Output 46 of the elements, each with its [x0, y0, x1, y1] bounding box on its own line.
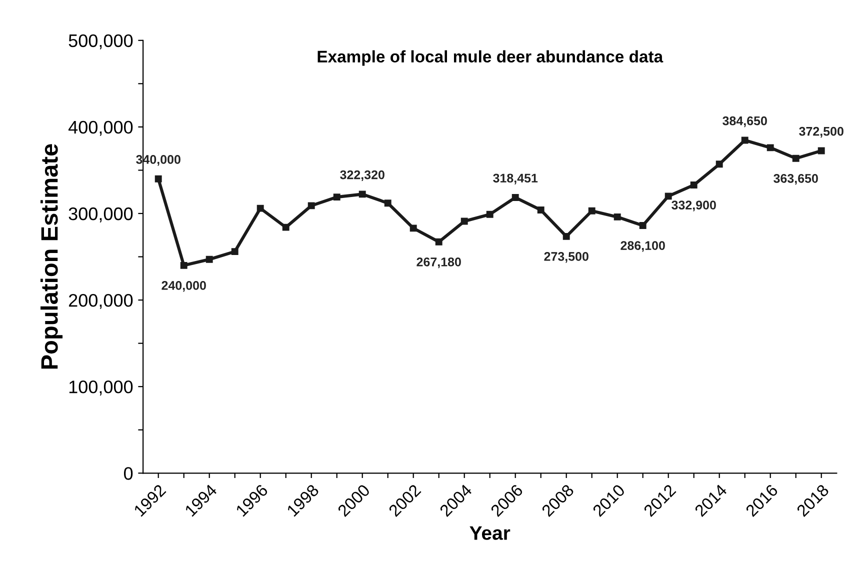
point [256, 204, 264, 212]
data-label: 273,500 [544, 252, 588, 263]
data-label: 267,180 [416, 258, 461, 268]
data-label: 372,500 [799, 126, 844, 138]
text: Example of local mule deer abundance data [318, 50, 664, 66]
point [562, 232, 570, 240]
point [664, 192, 672, 200]
point [206, 256, 213, 263]
point [308, 202, 315, 210]
point [231, 248, 238, 256]
point [410, 224, 417, 232]
y-tick-label: 0 [124, 467, 133, 480]
data-label: 286,100 [620, 241, 665, 252]
point [486, 210, 494, 218]
data-label: 384,650 [722, 116, 767, 128]
y-tick-label: 400,000 [68, 120, 133, 136]
point [435, 238, 442, 246]
point [537, 206, 544, 214]
data-label: 332,900 [672, 200, 716, 212]
point [766, 144, 774, 152]
point [154, 175, 162, 182]
y-tick-label: 100,000 [69, 380, 133, 396]
data-label: 322,320 [340, 170, 384, 182]
y-tick-label: 500,000 [68, 34, 133, 50]
point [716, 160, 723, 168]
data-label: 363,650 [774, 174, 818, 185]
point [460, 218, 468, 225]
point [358, 190, 366, 198]
point [639, 222, 646, 229]
point [614, 213, 621, 220]
point [588, 207, 596, 214]
point [180, 262, 188, 269]
y-axis-title: Population Estimate [40, 144, 63, 369]
data-label: 240,000 [162, 281, 206, 292]
data-label: 318,451 [493, 174, 538, 184]
point [741, 136, 748, 144]
point [384, 200, 392, 207]
point [818, 147, 825, 154]
y-tick-label: 300,000 [68, 207, 133, 222]
point [333, 194, 340, 201]
point [282, 224, 290, 231]
y-tick-label: 200,000 [68, 294, 133, 309]
point [512, 194, 519, 201]
point [792, 154, 800, 162]
x-axis-title: Year [470, 526, 510, 540]
point [690, 182, 698, 188]
